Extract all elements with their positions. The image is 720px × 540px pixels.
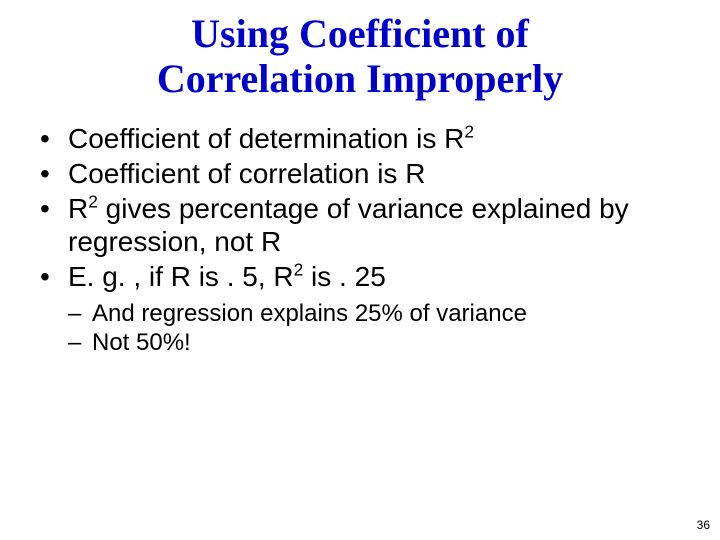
bullet-text-pre: R xyxy=(68,193,88,224)
bullet-superscript: 2 xyxy=(464,121,474,141)
bullet-text-post: is . 25 xyxy=(303,261,385,292)
sub-bullet-list: And regression explains 25% of variance … xyxy=(24,299,696,358)
title-line-2: Correlation Improperly xyxy=(157,56,563,101)
page-number: 36 xyxy=(697,518,710,532)
bullet-text-pre: E. g. , if R is . 5, R xyxy=(68,261,294,292)
sub-bullet-item: And regression explains 25% of variance xyxy=(92,299,696,328)
bullet-text-pre: Coefficient of correlation is R xyxy=(68,158,425,189)
title-line-1: Using Coefficient of xyxy=(191,11,529,56)
slide: Using Coefficient of Correlation Imprope… xyxy=(0,0,720,540)
bullet-item: R2 gives percentage of variance explaine… xyxy=(68,192,696,258)
sub-bullet-text: Not 50%! xyxy=(92,329,191,356)
bullet-item: Coefficient of determination is R2 xyxy=(68,122,696,155)
bullet-superscript: 2 xyxy=(88,191,98,211)
sub-bullet-text: And regression explains 25% of variance xyxy=(92,300,527,327)
bullet-superscript: 2 xyxy=(294,259,304,279)
bullet-text-pre: Coefficient of determination is R xyxy=(68,123,464,154)
bullet-text-post: gives percentage of variance explained b… xyxy=(68,193,629,257)
bullet-item: E. g. , if R is . 5, R2 is . 25 xyxy=(68,260,696,293)
sub-bullet-item: Not 50%! xyxy=(92,328,696,357)
bullet-item: Coefficient of correlation is R xyxy=(68,157,696,190)
bullet-list: Coefficient of determination is R2 Coeff… xyxy=(24,122,696,293)
slide-title: Using Coefficient of Correlation Imprope… xyxy=(24,12,696,102)
